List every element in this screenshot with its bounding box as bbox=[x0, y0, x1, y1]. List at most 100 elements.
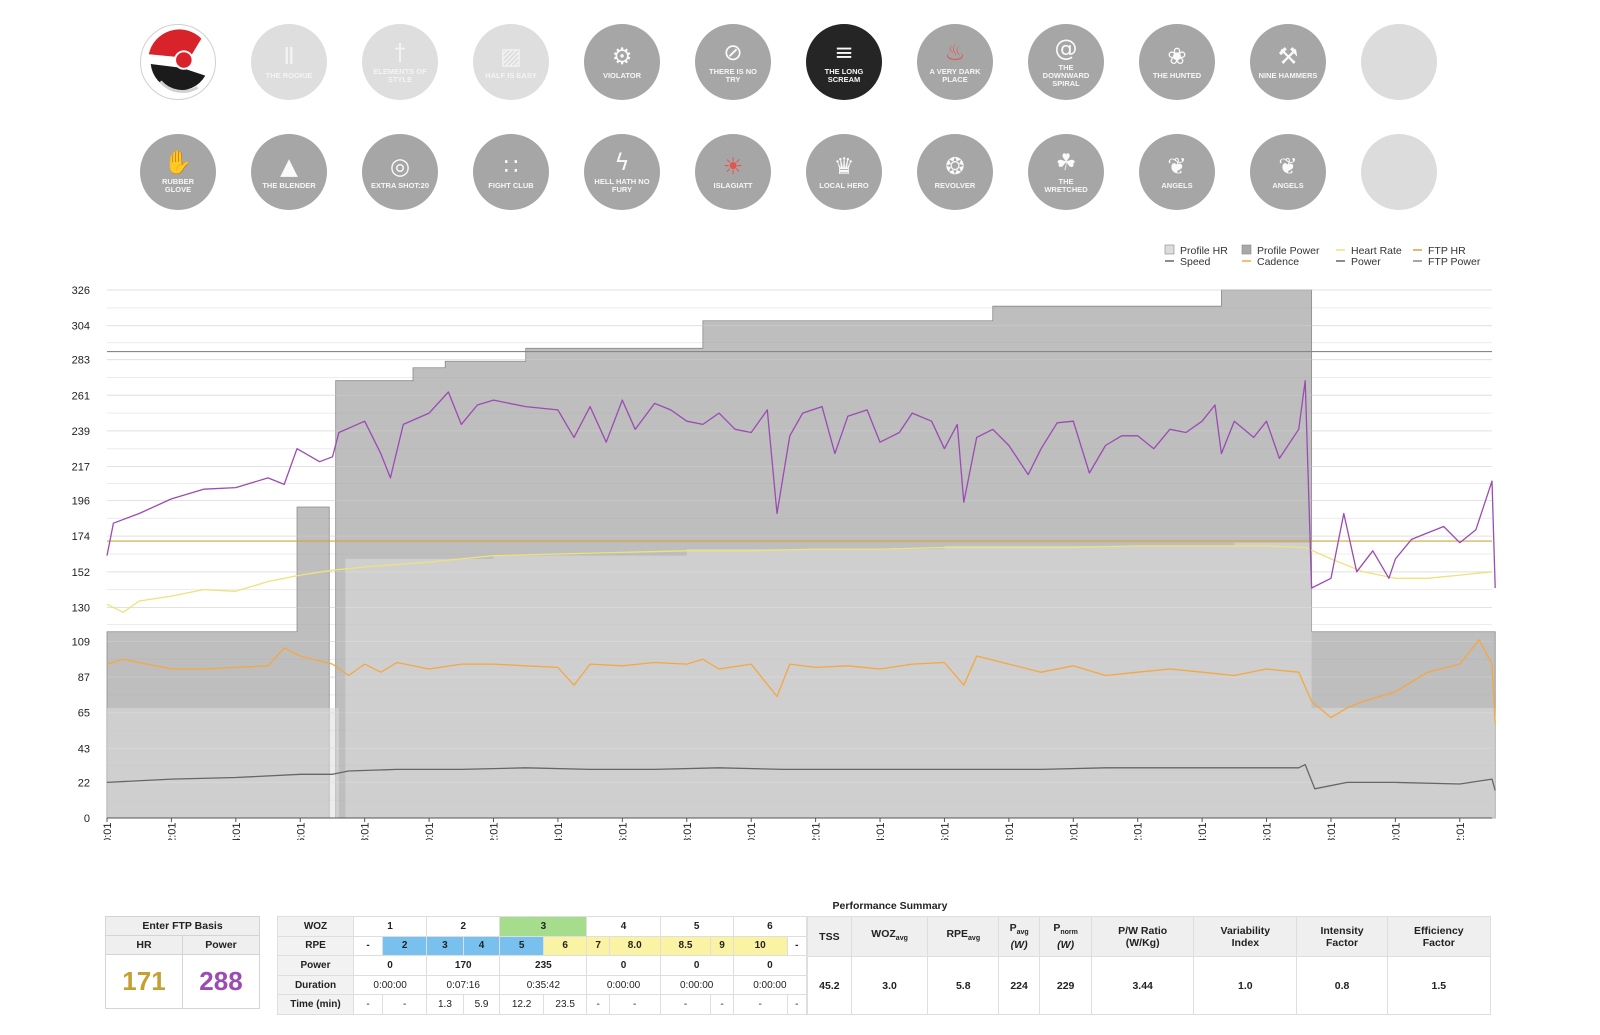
badge[interactable]: @ THE DOWNWARD SPIRAL bbox=[1028, 24, 1104, 100]
badge[interactable]: Ⅱ THE ROOKIE bbox=[251, 24, 327, 100]
summary-header-sub: norm bbox=[1060, 929, 1078, 937]
wolf-icon: ❀ bbox=[1167, 44, 1187, 70]
badge-label: RUBBER GLOVE bbox=[161, 177, 195, 194]
logo-icon bbox=[142, 26, 214, 98]
series-profile-hr bbox=[107, 542, 1496, 818]
duration-cell: 0:00:00 bbox=[352, 974, 428, 996]
badge[interactable]: ♨ A VERY DARK PLACE bbox=[917, 24, 993, 100]
app-logo[interactable] bbox=[140, 24, 216, 100]
rpe-cell[interactable]: 10 bbox=[732, 935, 788, 957]
flame-icon: ♨ bbox=[944, 40, 966, 66]
y-axis-ticks: 0 22 43 65 87 109 130 152 174 196 217 239 261 283 304 3… bbox=[72, 285, 90, 825]
rpe-cell[interactable]: 4 bbox=[462, 935, 501, 957]
ftp-power-input[interactable]: 288 bbox=[182, 954, 260, 1009]
summary-header-main: Variability bbox=[1220, 924, 1271, 937]
badge[interactable]: ✋ RUBBER GLOVE bbox=[140, 134, 216, 210]
badge[interactable]: ☀ ISLAGIATT bbox=[695, 134, 771, 210]
summary-header-cell: P/W Ratio (W/Kg) bbox=[1091, 916, 1195, 957]
summary-value: 0.8 bbox=[1296, 956, 1388, 1015]
x-tick-label: 14:01 bbox=[553, 822, 565, 840]
rpe-cell[interactable]: 5 bbox=[499, 935, 544, 957]
spiral-icon: @ bbox=[1054, 36, 1078, 62]
duration-cell: 0:00:00 bbox=[732, 974, 808, 996]
time-cell: - bbox=[710, 994, 734, 1015]
summary-value: 229 bbox=[1039, 956, 1093, 1015]
x-tick-label: 26:01 bbox=[939, 822, 951, 840]
legend-label: Profile HR bbox=[1180, 245, 1228, 257]
rpe-cell[interactable]: - bbox=[786, 935, 808, 957]
badge[interactable]: ❦ ANGELS bbox=[1139, 134, 1215, 210]
time-cell: - bbox=[786, 994, 808, 1015]
rpe-cell[interactable]: 3 bbox=[426, 935, 464, 957]
y-tick-label: 43 bbox=[78, 743, 90, 755]
badge[interactable]: ∷ FIGHT CLUB bbox=[473, 134, 549, 210]
badge[interactable]: ❦ ANGELS bbox=[1250, 134, 1326, 210]
summary-header-sub: avg bbox=[968, 935, 981, 943]
rpe-cell[interactable]: - bbox=[352, 935, 384, 957]
summary-header-main: P bbox=[1053, 921, 1061, 934]
rpe-cell[interactable]: 7 bbox=[586, 935, 610, 957]
summary-header-main: Intensity bbox=[1320, 924, 1364, 937]
ftp-hr-input[interactable]: 171 bbox=[105, 954, 183, 1009]
power-cell: 0 bbox=[352, 955, 428, 976]
summary-header-unit: Factor bbox=[1326, 936, 1359, 949]
wings-icon: ❦ bbox=[1167, 154, 1187, 180]
performance-summary-table: TSS WOZavg RPEavg Pavg (W) Pnorm (W) P/W Ratio(… bbox=[807, 916, 1492, 1015]
summary-header-cell: Intensity Factor bbox=[1296, 916, 1388, 957]
performance-summary-title: Performance Summary bbox=[832, 900, 948, 912]
y-tick-label: 130 bbox=[72, 602, 90, 614]
badge[interactable]: † ELEMENTS OF STYLE bbox=[362, 24, 438, 100]
y-tick-label: 283 bbox=[72, 355, 90, 367]
y-tick-label: 0 bbox=[84, 813, 90, 825]
legend-label: Speed bbox=[1180, 256, 1211, 268]
ftp-power-label: Power bbox=[182, 935, 260, 955]
badge[interactable]: ϟ HELL HATH NO FURY bbox=[584, 134, 660, 210]
summary-header-main: RPE bbox=[946, 927, 969, 940]
summary-header-main: P/W Ratio bbox=[1118, 924, 1168, 937]
rpe-cell[interactable]: 8.5 bbox=[659, 935, 712, 957]
legend-label: Profile Power bbox=[1257, 245, 1320, 257]
summary-header-unit: Index bbox=[1231, 936, 1260, 949]
badge[interactable]: ◎ EXTRA SHOT:20 bbox=[362, 134, 438, 210]
rpe-cell[interactable]: 8.0 bbox=[608, 935, 661, 957]
woz-cell: 2 bbox=[426, 916, 501, 937]
woz-cell: 6 bbox=[732, 916, 808, 937]
duration-cell: 0:00:00 bbox=[586, 974, 661, 996]
badge[interactable]: ▲ THE BLENDER bbox=[251, 134, 327, 210]
time-cell: - bbox=[352, 994, 384, 1015]
x-tick-label: 10:01 bbox=[424, 822, 436, 840]
badge-label: EXTRA SHOT:20 bbox=[370, 181, 430, 190]
badge[interactable]: ❀ THE HUNTED bbox=[1139, 24, 1215, 100]
badge[interactable]: ❂ REVOLVER bbox=[917, 134, 993, 210]
y-tick-label: 65 bbox=[78, 708, 90, 720]
woz-cell: 1 bbox=[352, 916, 428, 937]
target-icon: ◎ bbox=[389, 154, 411, 180]
x-tick-label: 18:01 bbox=[682, 822, 694, 840]
duration-row-label: Duration bbox=[277, 974, 354, 996]
y-tick-label: 261 bbox=[72, 390, 90, 402]
badge[interactable]: ♛ LOCAL HERO bbox=[806, 134, 882, 210]
badge[interactable]: ⊘ THERE IS NO TRY bbox=[695, 24, 771, 100]
rpe-cell[interactable]: 6 bbox=[542, 935, 588, 957]
time-cell: 23.5 bbox=[542, 994, 588, 1015]
summary-header-main: WOZ bbox=[871, 927, 896, 940]
badge[interactable]: ▨ HALF IS EASY bbox=[473, 24, 549, 100]
woz-cell: 4 bbox=[586, 916, 661, 937]
badge[interactable]: ≡ THE LONG SCREAM bbox=[806, 24, 882, 100]
badge[interactable]: ☘ THE WRETCHED bbox=[1028, 134, 1104, 210]
rpe-cell[interactable]: 9 bbox=[710, 935, 734, 957]
y-tick-label: 87 bbox=[78, 672, 90, 684]
badge[interactable]: ⚒ NINE HAMMERS bbox=[1250, 24, 1326, 100]
wheel-icon: ⚙ bbox=[611, 44, 633, 70]
badge-label: ANGELS bbox=[1161, 181, 1193, 190]
rpe-cell[interactable]: 2 bbox=[382, 935, 428, 957]
power-cell: 0 bbox=[732, 955, 808, 976]
x-tick-label: 12:01 bbox=[489, 822, 501, 840]
x-tick-label: 08:01 bbox=[360, 822, 372, 840]
summary-value: 45.2 bbox=[807, 956, 852, 1015]
y-tick-label: 152 bbox=[72, 567, 90, 579]
x-tick-label: 20:01 bbox=[746, 822, 758, 840]
badge[interactable]: ⚙ VIOLATOR bbox=[584, 24, 660, 100]
summary-values-row: 45.2 3.0 5.8 224 229 3.44 1.0 0.8 1.5 bbox=[807, 956, 1492, 1015]
x-tick-label: 16:01 bbox=[617, 822, 629, 840]
